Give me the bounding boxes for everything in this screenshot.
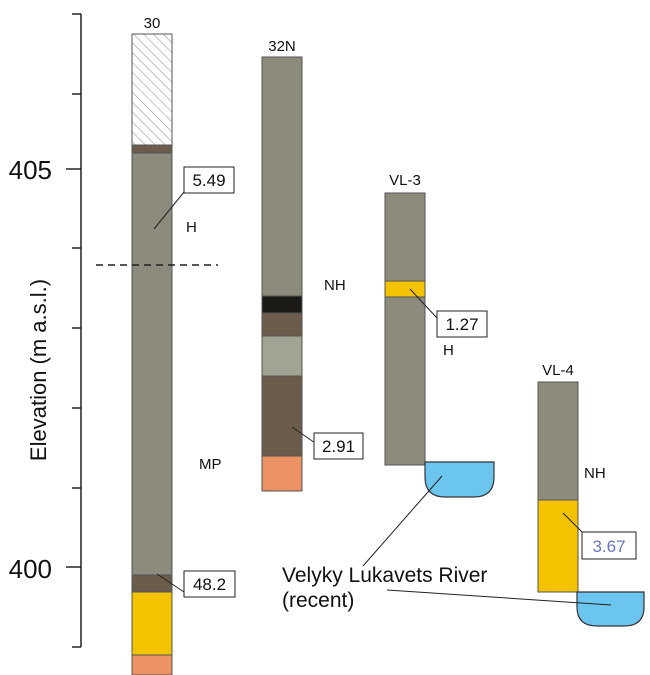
layer-grey <box>131 152 173 576</box>
elevation-axis <box>66 13 82 648</box>
tick-label-405: 405 <box>9 155 52 185</box>
unit-label-nh: NH <box>584 465 606 482</box>
layer-grey <box>537 381 579 501</box>
water-body-icon <box>576 591 645 627</box>
layer-black <box>261 295 303 314</box>
column-32n <box>261 56 303 492</box>
tick-label-400: 400 <box>9 554 52 584</box>
svg-text:3.67: 3.67 <box>592 537 625 556</box>
unit-label-h: H <box>186 219 197 236</box>
column-vl3 <box>384 192 426 466</box>
layer-orange <box>261 455 303 492</box>
column-label-30: 30 <box>144 15 161 32</box>
column-30 <box>131 33 173 675</box>
column-label-32n: 32N <box>268 38 296 55</box>
layer-yellow <box>384 280 426 298</box>
unit-label-mp: MP <box>199 456 222 473</box>
svg-text:2.91: 2.91 <box>322 437 355 456</box>
layer-orange <box>131 654 173 675</box>
layer-hatched <box>131 33 173 146</box>
layer-grey <box>261 56 303 297</box>
layer-brown <box>131 574 173 593</box>
column-label-vl4: VL-4 <box>542 362 574 379</box>
axis-title: Elevation (m a.s.l.) <box>26 279 51 461</box>
layer-light-grey <box>261 335 303 377</box>
layer-grey-lower <box>384 296 426 466</box>
river-caption-line2: (recent) <box>282 589 354 612</box>
value-box-1-27: 1.27 <box>436 310 488 338</box>
value-box-2-91: 2.91 <box>313 432 364 460</box>
water-body-icon <box>424 461 495 498</box>
layer-yellow <box>537 499 579 593</box>
layer-yellow <box>131 591 173 656</box>
value-box-5-49: 5.49 <box>183 166 235 194</box>
unit-label-nh: NH <box>324 277 346 294</box>
river-caption-line1: Velyky Lukavets River <box>282 564 487 587</box>
column-label-vl3: VL-3 <box>389 172 421 189</box>
unit-label-h: H <box>443 342 454 359</box>
value-box-3-67: 3.67 <box>581 531 637 560</box>
svg-text:48.2: 48.2 <box>193 575 226 594</box>
layer-grey-upper <box>384 192 426 282</box>
svg-text:5.49: 5.49 <box>192 171 225 190</box>
layer-dark-brown <box>261 375 303 457</box>
value-box-48-2: 48.2 <box>183 570 236 598</box>
layer-brown <box>261 312 303 337</box>
svg-text:1.27: 1.27 <box>445 315 478 334</box>
column-vl4 <box>537 381 579 593</box>
layer-brown-thin <box>131 144 173 154</box>
